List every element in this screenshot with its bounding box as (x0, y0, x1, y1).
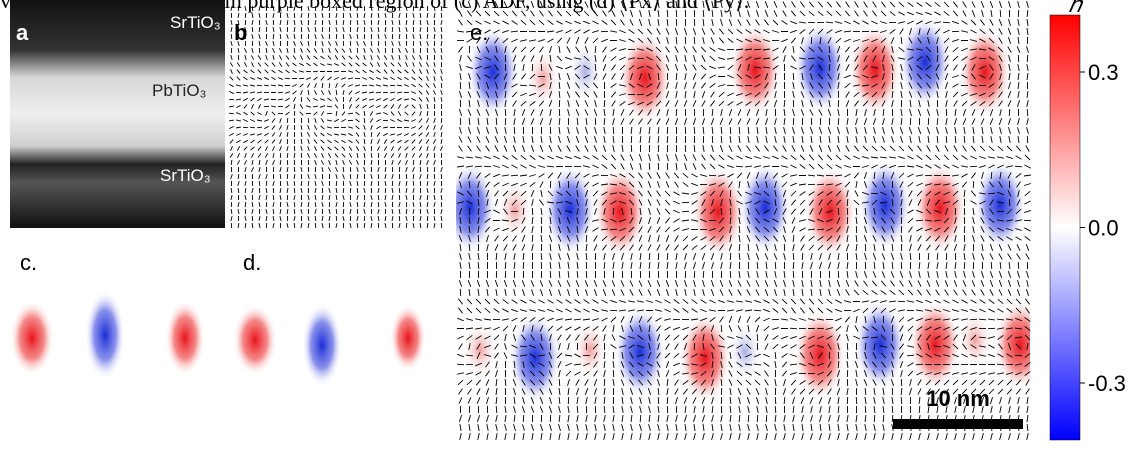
colorbar-tick-label: 0.0 (1088, 216, 1119, 241)
panel-label: c. (20, 250, 37, 275)
vorticity-map (233, 303, 426, 387)
scale-bar-label: 10 nm (926, 386, 990, 411)
blob (727, 322, 763, 382)
blob (729, 25, 781, 115)
colorbar-ticks: 0.3 0.0 -0.3 (1080, 60, 1126, 396)
scale-bar (893, 419, 1023, 429)
blob (302, 303, 342, 387)
blob (390, 304, 426, 372)
polarization-map (229, 6, 443, 228)
blob (233, 304, 277, 376)
panel-label: e. (470, 20, 488, 45)
layer-label: SrTiO₃ (160, 166, 211, 185)
blob (509, 313, 561, 403)
blob (994, 300, 1046, 390)
colorbar-tick-label: -0.3 (1088, 371, 1126, 396)
blob (854, 300, 906, 390)
blob (85, 290, 125, 380)
vorticity-map (10, 290, 205, 380)
layer-label: SrTiO₃ (170, 13, 221, 32)
colorbar (1050, 15, 1080, 440)
blob (165, 300, 205, 376)
figure: vortices reconstructed from purple boxed… (0, 0, 1135, 451)
blob (692, 167, 744, 257)
blob (914, 163, 966, 253)
blob (10, 300, 54, 376)
blob (899, 17, 951, 107)
layer-label: PbTiO₃ (152, 81, 206, 100)
blob (619, 33, 671, 123)
colorbar-unit: ℏ (1068, 0, 1084, 17)
blob (594, 167, 646, 257)
colorbar-tick-label: 0.3 (1088, 60, 1119, 85)
blob (909, 300, 961, 390)
arrows (229, 6, 443, 228)
blob (804, 167, 856, 257)
panel-label: a (16, 20, 29, 45)
adf-image (10, 0, 225, 228)
panel-label: d. (243, 250, 261, 275)
panel-label: b (234, 20, 247, 45)
